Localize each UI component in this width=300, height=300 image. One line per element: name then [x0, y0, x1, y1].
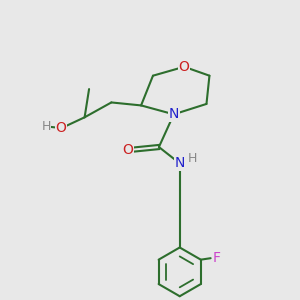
Text: F: F: [212, 251, 220, 265]
Text: H: H: [188, 152, 197, 164]
Text: H: H: [41, 120, 51, 133]
Text: O: O: [56, 121, 66, 135]
Text: N: N: [175, 156, 185, 170]
Text: N: N: [169, 107, 179, 121]
Text: O: O: [179, 60, 190, 74]
Text: O: O: [122, 143, 133, 157]
